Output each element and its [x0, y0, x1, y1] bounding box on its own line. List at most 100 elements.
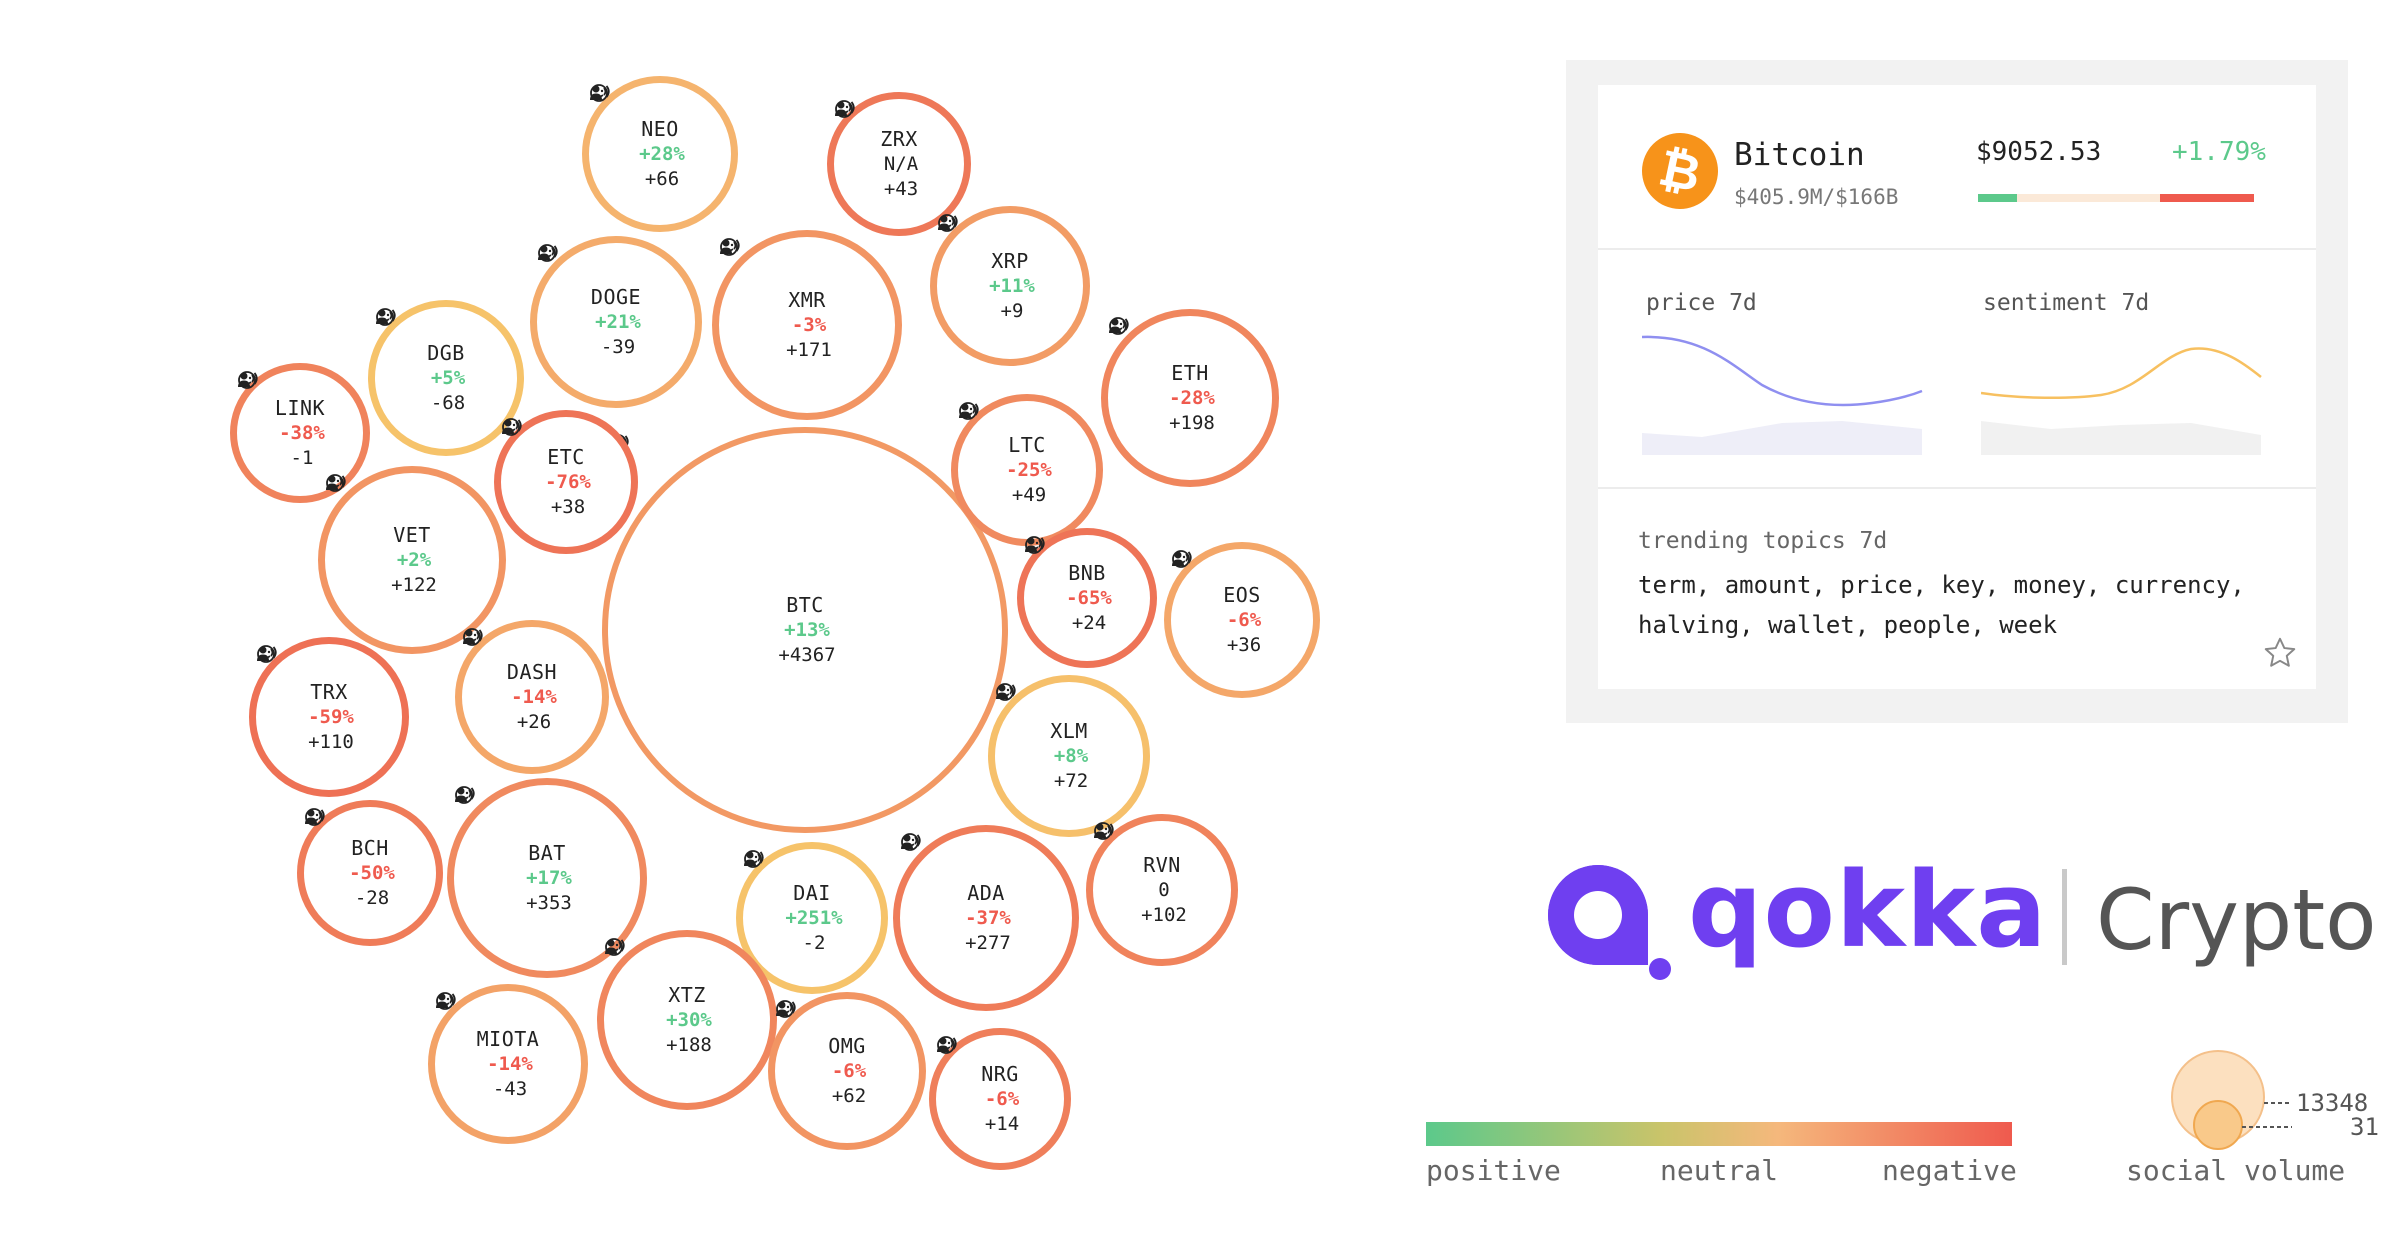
sentiment-row: +8%: [996, 683, 1089, 769]
sentiment-change: +30%: [666, 1009, 712, 1031]
volume-row: -2: [744, 851, 826, 956]
coin-bubble-bch[interactable]: BCH -50% -28: [297, 800, 443, 946]
coin-bubble-xlm[interactable]: XLM +8% +72: [988, 675, 1150, 837]
sentiment-row: -14%: [436, 992, 533, 1077]
sentiment-split-bar: [1978, 194, 2254, 202]
volume-change: -68: [430, 392, 466, 414]
volume-row: +38: [502, 419, 585, 520]
coin-symbol: RVN: [1143, 853, 1181, 877]
coin-symbol: DAI: [793, 881, 831, 905]
sentiment-row: -6%: [776, 1000, 866, 1084]
sentiment-change: N/A: [883, 153, 919, 175]
coin-bubble-xmr[interactable]: XMR -3% +171: [712, 230, 902, 420]
sentiment-row: -37%: [901, 833, 1011, 931]
volume-row: +14: [937, 1037, 1019, 1137]
volume-row: +110: [257, 646, 354, 755]
volume-change: -1: [290, 447, 314, 469]
coin-bubble-miota[interactable]: MIOTA -14% -43: [428, 984, 588, 1144]
volume-change: +277: [965, 932, 1011, 954]
coin-symbol: ZRX: [880, 127, 918, 151]
coin-symbol: XTZ: [668, 983, 706, 1007]
coin-bubble-zrx[interactable]: ZRX N/A +43: [827, 92, 971, 236]
volume-row: +188: [605, 939, 712, 1058]
sentiment-positive-segment: [1978, 194, 2017, 202]
coin-bubble-btc[interactable]: BTC +13% +4367: [602, 427, 1008, 833]
volume-row: -39: [538, 245, 635, 360]
volume-row: -1: [238, 372, 314, 471]
coin-bubble-doge[interactable]: DOGE +21% -39: [530, 236, 702, 408]
volume-row: +277: [901, 834, 1011, 956]
price-7d-label: price 7d: [1646, 290, 1757, 316]
price-7d-sparkline: [1642, 335, 1923, 455]
coin-symbol: OMG: [828, 1034, 866, 1058]
coin-bubble-trx[interactable]: TRX -59% +110: [249, 637, 409, 797]
coin-bubble-vet[interactable]: VET +2% +122: [318, 466, 506, 654]
sentiment-change: -38%: [279, 422, 325, 444]
volume-change: +198: [1169, 412, 1215, 434]
volume-change: +66: [644, 168, 680, 190]
sentiment-row: -14%: [463, 628, 557, 710]
coin-bubble-etc[interactable]: ETC -76% +38: [494, 410, 638, 554]
coin-bubble-omg[interactable]: OMG -6% +62: [768, 992, 926, 1150]
coin-bubble-xtz[interactable]: XTZ +30% +188: [597, 930, 777, 1110]
sentiment-change: -6%: [1226, 609, 1262, 631]
coin-symbol: NRG: [981, 1062, 1019, 1086]
volume-change: -28: [354, 887, 390, 909]
coin-bubble-xrp[interactable]: XRP +11% +9: [930, 206, 1090, 366]
coin-bubble-bnb[interactable]: BNB -65% +24: [1017, 528, 1157, 668]
volume-row: +66: [590, 85, 680, 192]
coin-bubble-link[interactable]: LINK -38% -1: [230, 363, 370, 503]
favorite-star-icon[interactable]: [2262, 635, 2298, 671]
coin-symbol: LTC: [1008, 433, 1046, 457]
sentiment-change: -14%: [487, 1053, 533, 1075]
volume-row: +198: [1109, 318, 1215, 436]
coin-bubble-ltc[interactable]: LTC -25% +49: [951, 394, 1103, 546]
brand-name: qokka: [1688, 849, 2048, 971]
volume-change: +24: [1071, 612, 1107, 634]
coin-bubble-dgb[interactable]: DGB +5% -68: [368, 300, 524, 456]
coin-symbol: TRX: [310, 680, 348, 704]
volume-row: -68: [376, 309, 466, 416]
sentiment-row: +21%: [538, 244, 641, 335]
coin-bubble-neo[interactable]: NEO +28% +66: [582, 76, 738, 232]
coin-bubble-dash[interactable]: DASH -14% +26: [455, 620, 609, 774]
sentiment-row: -38%: [238, 371, 325, 446]
brand-product: Crypto: [2096, 871, 2377, 969]
sentiment-change: +11%: [989, 275, 1035, 297]
legend-neutral-label: neutral: [1660, 1154, 1779, 1187]
volume-row: +171: [720, 239, 832, 363]
volume-row: +72: [996, 684, 1088, 794]
sentiment-negative-segment: [2160, 194, 2254, 202]
sentiment-row: +28%: [590, 84, 685, 167]
coin-price: $9052.53: [1976, 137, 2102, 167]
volume-change: -2: [802, 932, 826, 954]
sentiment-change: -14%: [511, 686, 557, 708]
coin-bubble-rvn[interactable]: RVN 0 +102: [1086, 814, 1238, 966]
sentiment-change: +28%: [639, 143, 685, 165]
sentiment-change: +8%: [1053, 745, 1089, 767]
sentiment-row: N/A: [835, 100, 919, 177]
sentiment-change: +21%: [595, 311, 641, 333]
coin-bubble-ada[interactable]: ADA -37% +277: [893, 825, 1079, 1011]
coin-symbol: DGB: [427, 341, 465, 365]
sentiment-row: +13%: [609, 434, 830, 643]
coin-symbol: BNB: [1068, 561, 1106, 585]
coin-symbol: BAT: [528, 841, 566, 865]
coin-bubble-nrg[interactable]: NRG -6% +14: [929, 1028, 1071, 1170]
volume-min-label: 31: [2350, 1113, 2379, 1141]
trending-topics-label: trending topics 7d: [1638, 528, 1888, 554]
coin-symbol: XRP: [991, 249, 1029, 273]
coin-detail-panel: ₿ Bitcoin $405.9M/$166B $9052.53 +1.79% …: [1566, 60, 2348, 723]
legend-positive-label: positive: [1426, 1154, 1561, 1187]
sentiment-change: -28%: [1169, 387, 1215, 409]
legend-negative-label: negative: [1882, 1154, 2017, 1187]
coin-bubble-eth[interactable]: ETH -28% +198: [1101, 309, 1279, 487]
coin-card: ₿ Bitcoin $405.9M/$166B $9052.53 +1.79% …: [1598, 85, 2316, 689]
volume-change: +43: [883, 178, 919, 200]
coin-symbol: XLM: [1050, 719, 1088, 743]
coin-bubble-eos[interactable]: EOS -6% +36: [1164, 542, 1320, 698]
sentiment-change: -3%: [791, 314, 827, 336]
volume-row: +43: [835, 101, 919, 202]
sentiment-row: -76%: [502, 418, 591, 495]
sentiment-row: -6%: [1172, 550, 1262, 633]
